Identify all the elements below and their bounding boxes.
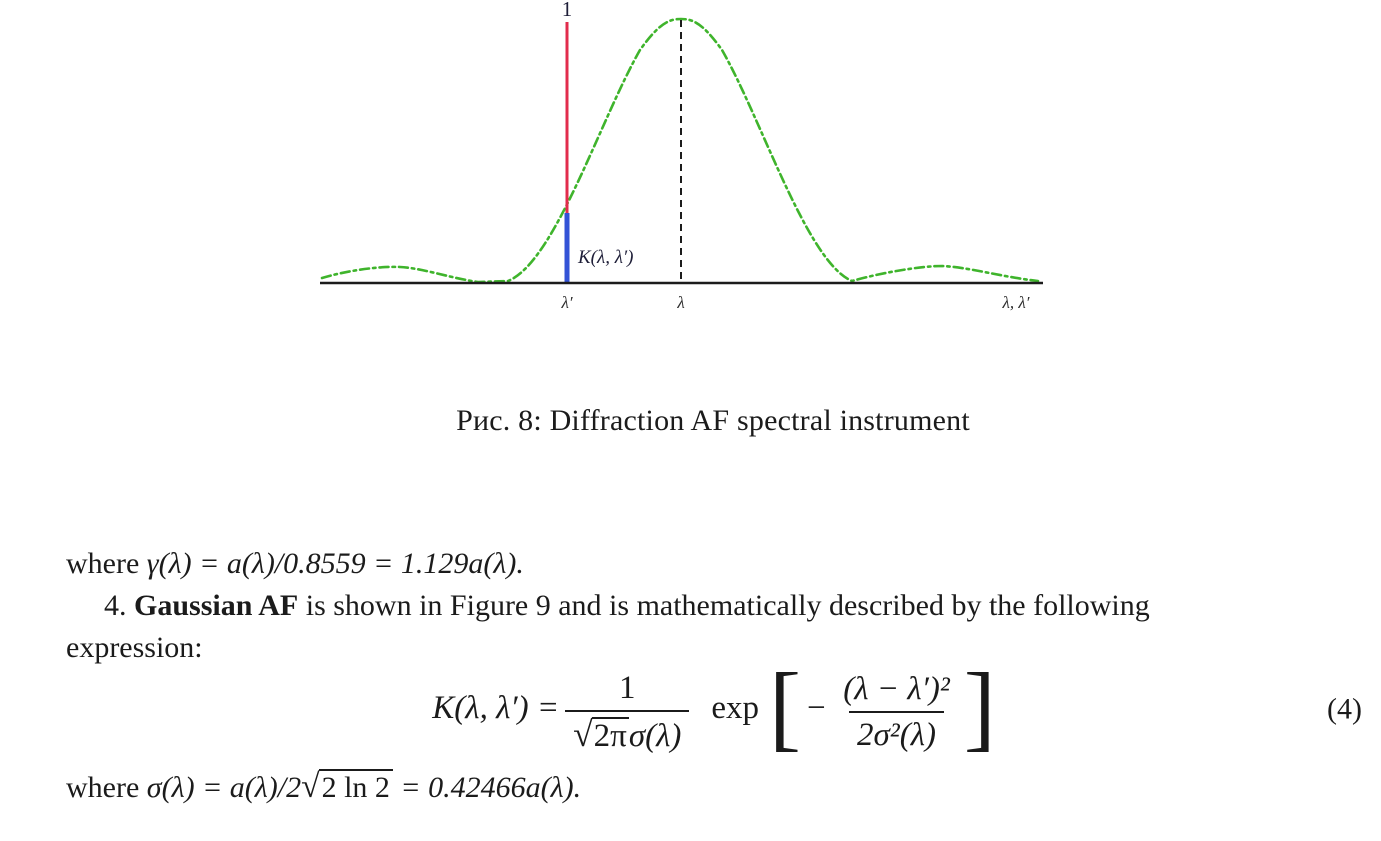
sigma-relation-left: σ(λ) = a(λ)/2 bbox=[146, 771, 302, 804]
equation-number: (4) bbox=[1327, 692, 1362, 726]
sigma-lambda: σ(λ) bbox=[628, 717, 682, 754]
diffraction-curve bbox=[320, 17, 1040, 284]
minus-sign: − bbox=[805, 689, 828, 726]
right-bracket: ] bbox=[963, 652, 996, 760]
gaussian-af-rest: is shown in Figure 9 and is mathematical… bbox=[298, 589, 1150, 622]
equation-4: K(λ, λ′) = 1 √ 2π σ(λ) exp [ − (λ − λ′)² 2… bbox=[66, 652, 1362, 764]
x-tick-lambda-label: λ bbox=[676, 293, 684, 312]
exponent-denominator: 2σ²(λ) bbox=[849, 710, 944, 753]
diffraction-plot: 1 K(λ, λ′) λ′ λ λ, λ′ bbox=[320, 0, 1043, 312]
radicand-2pi: 2π bbox=[591, 716, 629, 754]
x-axis-end-label: λ, λ′ bbox=[1002, 293, 1030, 312]
fraction-denominator: √ 2π σ(λ) bbox=[565, 709, 690, 754]
text-line-expression: expression: bbox=[66, 631, 203, 664]
kernel-label: K(λ, λ′) bbox=[577, 247, 633, 268]
gaussian-af-bold: Gaussian AF bbox=[134, 589, 299, 622]
text-line-gamma: where γ(λ) = a(λ)/0.8559 = 1.129a(λ). bbox=[66, 543, 1362, 585]
text-line-sigma: where σ(λ) = a(λ)/2√2 ln 2 = 0.42466a(λ)… bbox=[66, 768, 1362, 806]
fraction-normalization: 1 √ 2π σ(λ) bbox=[565, 669, 690, 754]
fraction-exponent: (λ − λ′)² 2σ²(λ) bbox=[835, 672, 957, 752]
body-paragraph: where γ(λ) = a(λ)/0.8559 = 1.129a(λ). 4.… bbox=[66, 543, 1362, 669]
fraction-numerator: 1 bbox=[618, 669, 636, 706]
item-number: 4. bbox=[104, 589, 134, 622]
gamma-relation: γ(λ) = a(λ)/0.8559 = 1.129a(λ). bbox=[146, 547, 524, 580]
x-tick-lambda-prime-label: λ′ bbox=[560, 293, 572, 312]
text-where: where bbox=[66, 547, 147, 580]
radical-sign: √ bbox=[573, 713, 593, 754]
equation-lhs: K(λ, λ′) = bbox=[432, 689, 560, 726]
exp-operator: exp bbox=[711, 689, 760, 726]
sigma-relation-right: = 0.42466a(λ). bbox=[392, 771, 582, 804]
text-line-gaussian-af: 4. Gaussian AF is shown in Figure 9 and … bbox=[66, 585, 1362, 627]
figure-caption: Рис. 8: Diffraction AF spectral instrume… bbox=[456, 404, 970, 437]
left-bracket: [ bbox=[769, 652, 801, 760]
peak-value-label: 1 bbox=[562, 0, 573, 21]
text-where-2: where bbox=[66, 771, 147, 804]
inline-radicand-2ln2: 2 ln 2 bbox=[318, 769, 393, 804]
equation-4-row: K(λ, λ′) = 1 √ 2π σ(λ) exp [ − (λ − λ′)² 2… bbox=[66, 652, 1362, 764]
inline-radical-sign: √ bbox=[301, 768, 320, 805]
exponent-numerator: (λ − λ′)² bbox=[843, 670, 950, 707]
figure-diffraction-af: 1 K(λ, λ′) λ′ λ λ, λ′ bbox=[0, 0, 1381, 320]
